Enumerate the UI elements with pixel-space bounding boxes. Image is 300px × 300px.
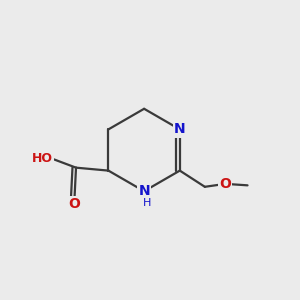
Text: O: O (220, 177, 231, 191)
Text: O: O (69, 197, 80, 212)
Text: H: H (143, 198, 151, 208)
Text: HO: HO (32, 152, 53, 165)
Text: N: N (174, 122, 186, 136)
Text: N: N (138, 184, 150, 198)
